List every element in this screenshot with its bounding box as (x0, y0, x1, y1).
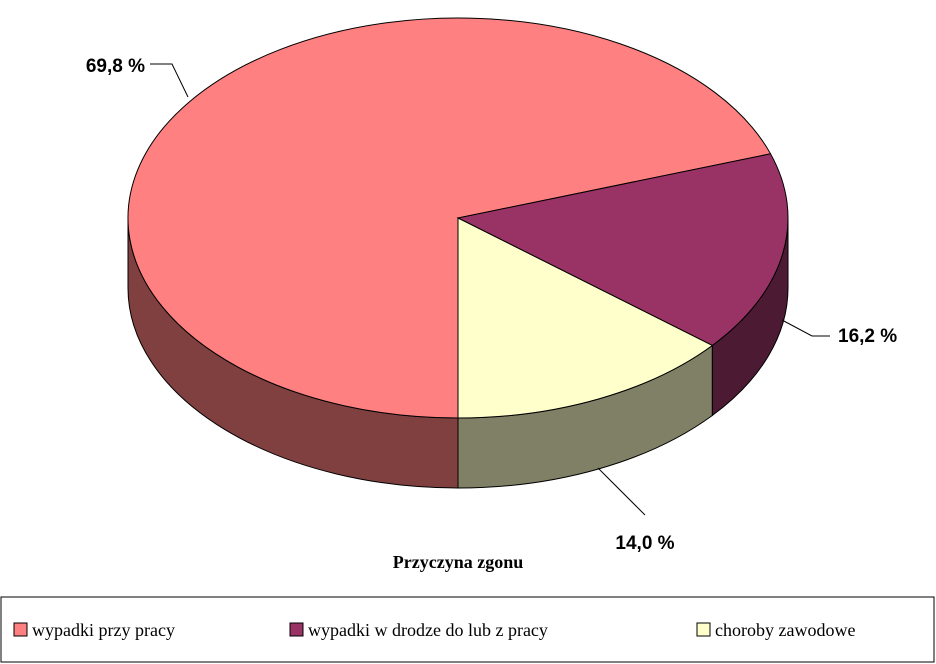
chart-title: Przyczyna zgonu (393, 552, 523, 572)
legend-label: choroby zawodowe (715, 620, 855, 640)
leader-line (781, 319, 830, 337)
data-label: 16,2 % (838, 326, 897, 347)
legend-box (0, 596, 935, 663)
legend-label: wypadki w drodze do lub z pracy (308, 620, 548, 640)
legend-swatch (13, 622, 28, 637)
legend-swatch (696, 622, 711, 637)
legend-label: wypadki przy pracy (32, 620, 175, 640)
leader-line (150, 63, 189, 98)
data-label: 14,0 % (615, 533, 674, 554)
legend-swatch (289, 622, 304, 637)
data-label: 69,8 % (86, 56, 145, 77)
slice (127, 17, 772, 419)
slice (457, 217, 714, 419)
slice (456, 153, 789, 347)
leader-line (597, 467, 646, 516)
